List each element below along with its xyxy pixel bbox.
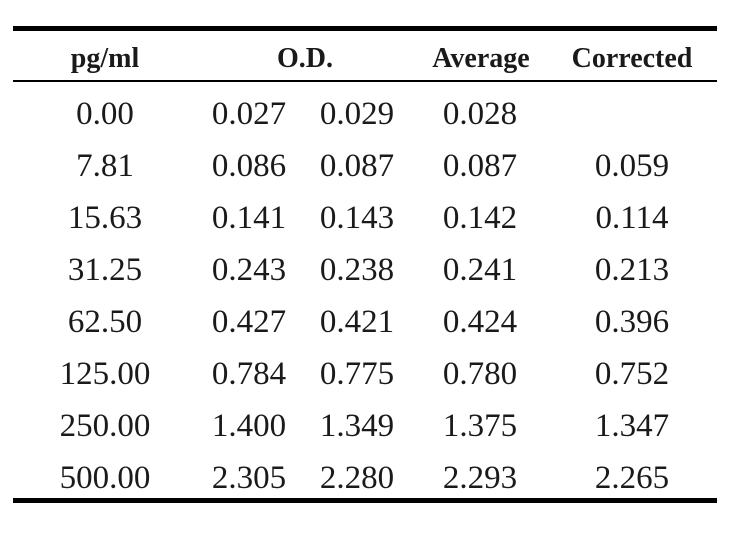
cell-od-1: 2.305 [211,460,287,496]
cell-od-1: 1.400 [211,408,287,444]
cell-concentration: 125.00 [59,356,151,392]
header-corrected: Corrected [571,43,693,74]
cell-od-2: 0.238 [319,252,395,288]
cell-corrected: 1.347 [594,408,670,444]
cell-average: 0.241 [442,252,518,288]
cell-od-1: 0.427 [211,304,287,340]
cell-od-2: 0.087 [319,148,395,184]
cell-od-2: 2.280 [319,460,395,496]
header-od: O.D. [277,43,333,74]
header-concentration: pg/ml [70,43,140,74]
cell-concentration: 0.00 [76,96,134,132]
cell-concentration: 250.00 [59,408,151,444]
cell-corrected: 0.752 [594,356,670,392]
cell-average: 0.424 [442,304,518,340]
cell-od-1: 0.141 [211,200,287,236]
cell-od-1: 0.784 [211,356,287,392]
cell-corrected: 2.265 [594,460,670,496]
cell-od-2: 1.349 [319,408,395,444]
cell-concentration: 7.81 [76,148,134,184]
cell-concentration: 500.00 [59,460,151,496]
cell-od-1: 0.086 [211,148,287,184]
table-header-rule [13,80,717,82]
cell-corrected: 0.114 [595,200,669,236]
cell-corrected: 0.213 [594,252,670,288]
cell-od-2: 0.143 [319,200,395,236]
table-bottom-rule [13,498,717,503]
cell-average: 2.293 [442,460,518,496]
cell-od-1: 0.027 [211,96,287,132]
cell-average: 0.780 [442,356,518,392]
cell-od-2: 0.421 [319,304,395,340]
cell-od-1: 0.243 [211,252,287,288]
cell-concentration: 62.50 [67,304,143,340]
cell-od-2: 0.775 [319,356,395,392]
cell-average: 0.142 [442,200,518,236]
cell-od-2: 0.029 [319,96,395,132]
table-top-rule [13,26,717,31]
cell-concentration: 15.63 [67,200,143,236]
cell-concentration: 31.25 [67,252,143,288]
cell-average: 0.028 [442,96,518,132]
cell-average: 1.375 [442,408,518,444]
cell-average: 0.087 [442,148,518,184]
header-average: Average [432,43,530,74]
cell-corrected: 0.396 [594,304,670,340]
cell-corrected: 0.059 [594,148,670,184]
